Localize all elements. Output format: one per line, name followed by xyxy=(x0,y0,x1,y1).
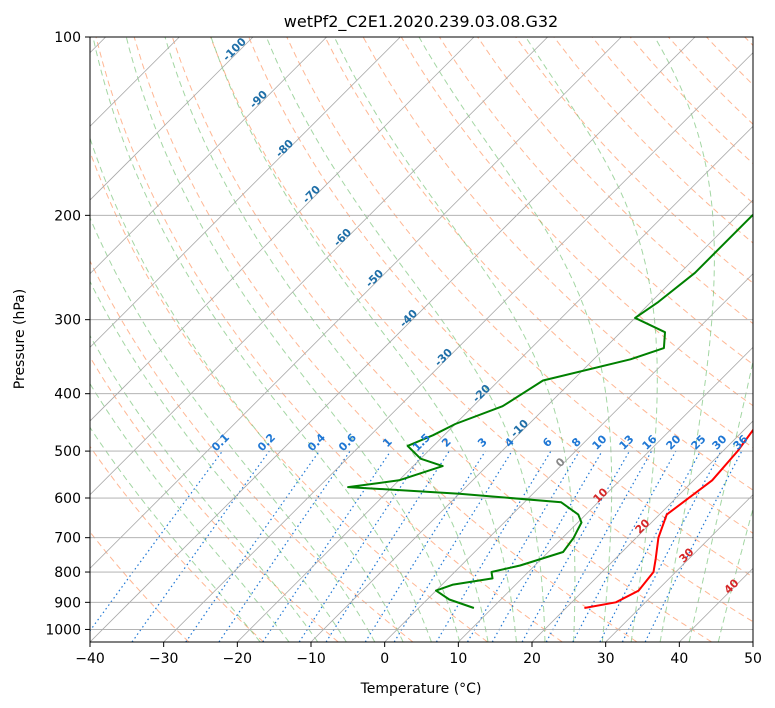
y-axis-label: Pressure (hPa) xyxy=(12,289,28,389)
moist-adiabats xyxy=(90,37,753,642)
dry-adiabat-line xyxy=(90,259,414,642)
dry-adiabat-line xyxy=(515,37,753,284)
y-tick-label: 800 xyxy=(54,565,81,581)
y-tick-label: 200 xyxy=(54,208,81,224)
mixing-ratio-line xyxy=(262,450,392,642)
moist-adiabat-line xyxy=(90,334,319,642)
y-tick-label: 900 xyxy=(54,595,81,611)
y-tick-label: 600 xyxy=(54,491,81,507)
x-axis-ticks: −40 −30 −20 −10 0 10 20 30 40 50 xyxy=(75,642,762,667)
chart-title: wetPf2_C2E1.2020.239.03.08.G32 xyxy=(284,12,558,32)
y-tick-label: 100 xyxy=(54,30,81,46)
moist-adiabat-line xyxy=(90,426,261,642)
x-tick-label: −10 xyxy=(296,651,326,667)
plot-area xyxy=(90,37,753,642)
y-tick-label: 400 xyxy=(54,387,81,403)
dry-adiabat-line xyxy=(95,37,563,642)
x-tick-label: −40 xyxy=(75,651,105,667)
dry-adiabat-line xyxy=(324,37,753,491)
mixing-ratio-line xyxy=(325,450,450,642)
x-tick-label: 30 xyxy=(597,651,615,667)
mixing-ratio-line xyxy=(466,450,580,642)
mixing-ratio-line xyxy=(599,450,702,642)
moist-adiabat-line xyxy=(164,37,489,642)
moist-adiabat-line xyxy=(125,37,461,642)
moist-adiabat-line xyxy=(418,37,613,642)
mixing-ratio-line xyxy=(572,450,677,642)
moist-adiabat-line xyxy=(654,37,715,642)
y-tick-label: 500 xyxy=(54,444,81,460)
isotherm-line xyxy=(458,346,753,642)
isotherm-line xyxy=(384,273,753,642)
x-tick-label: 0 xyxy=(380,651,389,667)
plot-frame xyxy=(89,36,754,643)
moist-adiabat-line xyxy=(210,37,517,642)
mixing-ratio-line xyxy=(218,450,351,642)
moist-adiabat-line xyxy=(688,358,753,642)
moist-adiabat-line xyxy=(90,216,376,642)
mixing-ratio-line xyxy=(435,450,552,642)
isotherm-line xyxy=(90,37,622,569)
moist-adiabat-line xyxy=(333,37,576,642)
temperature-profile-line xyxy=(584,428,753,609)
isotherm-line xyxy=(90,37,254,201)
mixing-ratio-line xyxy=(364,450,486,642)
sounding-series xyxy=(347,213,753,609)
moist-adiabat-line xyxy=(90,382,290,642)
isotherm-line xyxy=(531,420,753,642)
pressure-gridlines xyxy=(90,37,753,630)
x-tick-label: 10 xyxy=(449,651,467,667)
isotherm-line xyxy=(90,37,696,642)
isotherm-line xyxy=(90,37,475,422)
dry-adiabat-line xyxy=(286,37,753,534)
x-tick-label: 40 xyxy=(670,651,688,667)
x-tick-label: −30 xyxy=(149,651,179,667)
isotherm-line xyxy=(90,37,401,348)
isotherm-line xyxy=(163,52,753,642)
x-tick-label: −20 xyxy=(223,651,253,667)
dry-adiabat-line xyxy=(90,445,264,642)
x-tick-label: 50 xyxy=(744,651,762,667)
mixing-ratio-line xyxy=(298,450,425,642)
dry-adiabat-line xyxy=(171,37,712,642)
y-tick-label: 700 xyxy=(54,531,81,547)
isotherm-line xyxy=(90,37,548,496)
moist-adiabat-line xyxy=(265,37,546,642)
dry-adiabat-line xyxy=(210,37,753,623)
isotherm-line xyxy=(90,37,327,275)
y-axis-ticks: 100 200 300 400 500 600 700 800 900 1000 xyxy=(45,30,90,638)
moist-adiabat-line xyxy=(525,37,658,642)
x-axis-label: Temperature (°C) xyxy=(360,681,482,697)
moist-adiabat-line xyxy=(90,136,404,642)
dewpoint-profile-line xyxy=(347,213,753,609)
isotherm-line xyxy=(310,199,753,642)
dry-adiabat-line xyxy=(248,37,753,578)
moist-adiabat-line xyxy=(92,37,432,642)
x-tick-label: 20 xyxy=(523,651,541,667)
moist-adiabat-line xyxy=(717,507,753,642)
isotherm-line xyxy=(605,494,753,642)
isotherm-line xyxy=(237,125,753,642)
y-tick-label: 1000 xyxy=(45,622,81,638)
moist-adiabat-line xyxy=(90,280,347,642)
isotherms xyxy=(90,37,753,642)
y-tick-label: 300 xyxy=(54,313,81,329)
mixing-ratio-line xyxy=(185,450,320,642)
